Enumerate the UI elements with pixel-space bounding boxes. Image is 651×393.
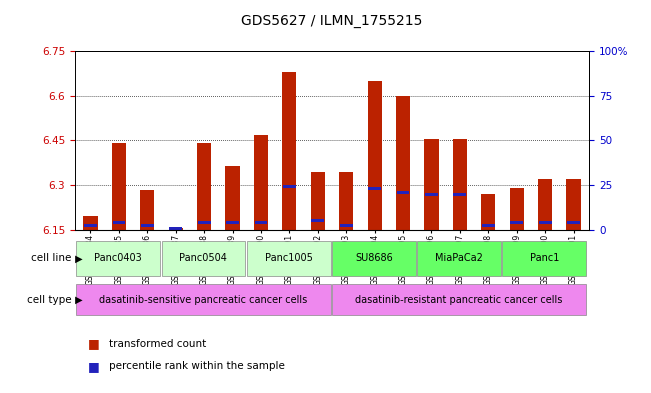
Text: MiaPaCa2: MiaPaCa2 <box>436 253 483 263</box>
Text: Panc1005: Panc1005 <box>265 253 312 263</box>
Bar <box>141 224 154 227</box>
Bar <box>368 81 381 230</box>
Bar <box>417 241 501 275</box>
Bar <box>161 241 245 275</box>
Bar <box>197 143 212 230</box>
Bar <box>332 241 416 275</box>
Text: ■: ■ <box>88 337 100 351</box>
Bar <box>247 241 331 275</box>
Bar <box>510 188 524 230</box>
Bar <box>283 72 296 230</box>
Bar <box>481 194 495 230</box>
Text: ▶: ▶ <box>72 295 82 305</box>
Text: transformed count: transformed count <box>109 339 206 349</box>
Bar <box>332 284 587 315</box>
Bar <box>113 221 125 224</box>
Text: dasatinib-sensitive pancreatic cancer cells: dasatinib-sensitive pancreatic cancer ce… <box>100 295 307 305</box>
Bar <box>503 241 587 275</box>
Bar <box>311 219 324 222</box>
Text: ▶: ▶ <box>72 253 82 263</box>
Bar <box>396 96 410 230</box>
Bar <box>76 241 160 275</box>
Text: GDS5627 / ILMN_1755215: GDS5627 / ILMN_1755215 <box>242 14 422 28</box>
Bar <box>425 193 438 196</box>
Bar <box>255 221 268 224</box>
Bar <box>567 221 580 224</box>
Text: SU8686: SU8686 <box>355 253 393 263</box>
Bar <box>311 172 325 230</box>
Bar <box>198 221 210 224</box>
Text: percentile rank within the sample: percentile rank within the sample <box>109 361 284 371</box>
Text: Panc0403: Panc0403 <box>94 253 142 263</box>
Bar <box>112 143 126 230</box>
Bar <box>76 284 331 315</box>
Bar <box>566 179 581 230</box>
Text: Panc0504: Panc0504 <box>180 253 227 263</box>
Bar <box>169 227 182 230</box>
Bar <box>452 139 467 230</box>
Text: Panc1: Panc1 <box>530 253 559 263</box>
Bar <box>339 172 353 230</box>
Bar <box>482 224 495 227</box>
Bar <box>340 224 353 227</box>
Bar <box>225 166 240 230</box>
Bar <box>84 224 97 227</box>
Bar <box>539 221 551 224</box>
Bar <box>169 228 183 230</box>
Bar <box>396 191 409 194</box>
Bar <box>254 134 268 230</box>
Bar <box>454 193 466 196</box>
Text: ■: ■ <box>88 360 100 373</box>
Bar <box>140 190 154 230</box>
Bar <box>83 217 98 230</box>
Text: dasatinib-resistant pancreatic cancer cells: dasatinib-resistant pancreatic cancer ce… <box>355 295 563 305</box>
Bar <box>538 179 552 230</box>
Bar <box>283 185 296 188</box>
Bar <box>368 187 381 190</box>
Bar <box>226 221 239 224</box>
Text: cell type: cell type <box>27 295 72 305</box>
Text: cell line: cell line <box>31 253 72 263</box>
Bar <box>510 221 523 224</box>
Bar <box>424 139 439 230</box>
